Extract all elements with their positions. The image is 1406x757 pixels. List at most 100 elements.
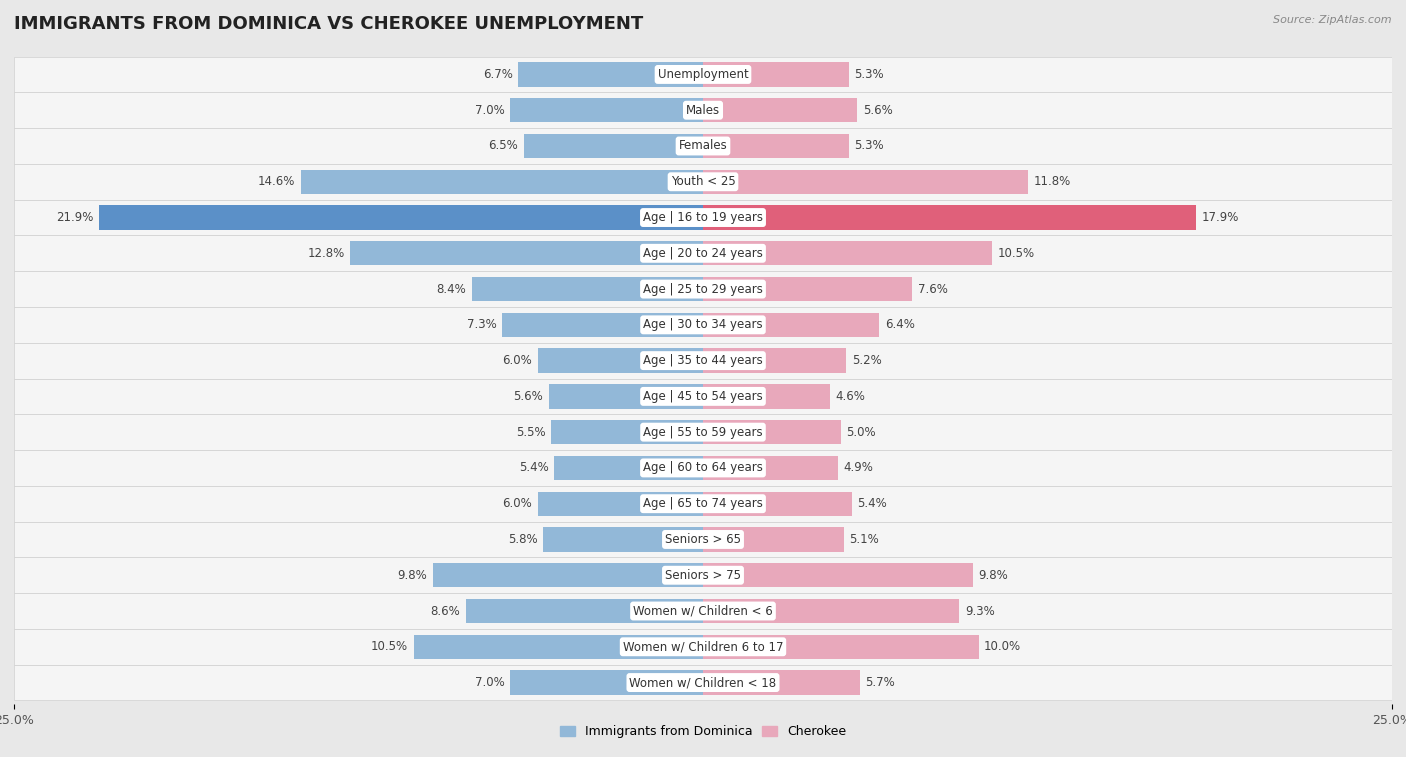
Bar — [471, 277, 703, 301]
Bar — [413, 634, 703, 659]
Text: 5.7%: 5.7% — [866, 676, 896, 689]
Text: 7.0%: 7.0% — [475, 676, 505, 689]
Text: 4.9%: 4.9% — [844, 462, 873, 475]
Bar — [703, 170, 1028, 194]
Text: Source: ZipAtlas.com: Source: ZipAtlas.com — [1274, 15, 1392, 25]
Text: 5.2%: 5.2% — [852, 354, 882, 367]
Bar — [554, 456, 703, 480]
Bar — [548, 385, 703, 409]
Text: 6.7%: 6.7% — [484, 68, 513, 81]
Bar — [703, 563, 973, 587]
Bar — [465, 599, 703, 623]
Bar — [703, 241, 993, 266]
Text: 5.0%: 5.0% — [846, 425, 876, 438]
Bar — [14, 235, 1392, 271]
Bar — [510, 98, 703, 123]
Text: 14.6%: 14.6% — [257, 176, 295, 188]
Bar — [14, 271, 1392, 307]
Text: Males: Males — [686, 104, 720, 117]
Text: 7.0%: 7.0% — [475, 104, 505, 117]
Bar — [703, 671, 860, 695]
Text: Age | 45 to 54 years: Age | 45 to 54 years — [643, 390, 763, 403]
Text: Females: Females — [679, 139, 727, 152]
Text: 6.4%: 6.4% — [884, 319, 915, 332]
Text: 8.4%: 8.4% — [436, 282, 465, 295]
Text: 5.8%: 5.8% — [508, 533, 537, 546]
Text: Age | 55 to 59 years: Age | 55 to 59 years — [643, 425, 763, 438]
Bar — [703, 599, 959, 623]
Text: Women w/ Children < 6: Women w/ Children < 6 — [633, 605, 773, 618]
Text: Seniors > 75: Seniors > 75 — [665, 569, 741, 581]
Text: 5.1%: 5.1% — [849, 533, 879, 546]
Text: Unemployment: Unemployment — [658, 68, 748, 81]
Bar — [543, 528, 703, 552]
Bar — [703, 313, 879, 337]
Bar — [433, 563, 703, 587]
Bar — [703, 98, 858, 123]
Text: 5.4%: 5.4% — [858, 497, 887, 510]
Text: 5.3%: 5.3% — [855, 139, 884, 152]
Bar — [301, 170, 703, 194]
Text: 10.5%: 10.5% — [371, 640, 408, 653]
Text: 6.0%: 6.0% — [502, 497, 531, 510]
Bar — [537, 348, 703, 372]
Bar — [14, 343, 1392, 378]
Text: Age | 25 to 29 years: Age | 25 to 29 years — [643, 282, 763, 295]
Bar — [703, 277, 912, 301]
Bar — [14, 164, 1392, 200]
Bar — [703, 385, 830, 409]
Text: Seniors > 65: Seniors > 65 — [665, 533, 741, 546]
Bar — [703, 420, 841, 444]
Bar — [537, 491, 703, 516]
Text: Age | 65 to 74 years: Age | 65 to 74 years — [643, 497, 763, 510]
Text: 17.9%: 17.9% — [1202, 211, 1239, 224]
Bar — [703, 634, 979, 659]
Text: 4.6%: 4.6% — [835, 390, 865, 403]
Text: Age | 35 to 44 years: Age | 35 to 44 years — [643, 354, 763, 367]
Legend: Immigrants from Dominica, Cherokee: Immigrants from Dominica, Cherokee — [554, 721, 852, 743]
Bar — [14, 57, 1392, 92]
Text: 11.8%: 11.8% — [1033, 176, 1071, 188]
Bar — [703, 134, 849, 158]
Bar — [14, 522, 1392, 557]
Text: Women w/ Children 6 to 17: Women w/ Children 6 to 17 — [623, 640, 783, 653]
Text: IMMIGRANTS FROM DOMINICA VS CHEROKEE UNEMPLOYMENT: IMMIGRANTS FROM DOMINICA VS CHEROKEE UNE… — [14, 15, 644, 33]
Text: 8.6%: 8.6% — [430, 605, 461, 618]
Bar — [14, 414, 1392, 450]
Bar — [14, 128, 1392, 164]
Bar — [14, 307, 1392, 343]
Bar — [14, 665, 1392, 700]
Text: 6.5%: 6.5% — [489, 139, 519, 152]
Bar — [350, 241, 703, 266]
Text: 7.6%: 7.6% — [918, 282, 948, 295]
Bar — [703, 348, 846, 372]
Text: 21.9%: 21.9% — [56, 211, 94, 224]
Text: 5.4%: 5.4% — [519, 462, 548, 475]
Text: 5.6%: 5.6% — [513, 390, 543, 403]
Text: 10.5%: 10.5% — [998, 247, 1035, 260]
Bar — [510, 671, 703, 695]
Text: Age | 30 to 34 years: Age | 30 to 34 years — [643, 319, 763, 332]
Bar — [14, 593, 1392, 629]
Bar — [524, 134, 703, 158]
Bar — [14, 450, 1392, 486]
Text: 10.0%: 10.0% — [984, 640, 1021, 653]
Bar — [519, 62, 703, 86]
Bar — [14, 200, 1392, 235]
Text: 5.5%: 5.5% — [516, 425, 546, 438]
Text: Youth < 25: Youth < 25 — [671, 176, 735, 188]
Text: 5.6%: 5.6% — [863, 104, 893, 117]
Text: Women w/ Children < 18: Women w/ Children < 18 — [630, 676, 776, 689]
Bar — [14, 92, 1392, 128]
Text: Age | 20 to 24 years: Age | 20 to 24 years — [643, 247, 763, 260]
Text: Age | 60 to 64 years: Age | 60 to 64 years — [643, 462, 763, 475]
Text: 5.3%: 5.3% — [855, 68, 884, 81]
Bar — [551, 420, 703, 444]
Bar — [14, 629, 1392, 665]
Bar — [14, 486, 1392, 522]
Bar — [502, 313, 703, 337]
Text: 9.3%: 9.3% — [965, 605, 994, 618]
Text: 9.8%: 9.8% — [398, 569, 427, 581]
Bar — [100, 205, 703, 229]
Bar — [14, 378, 1392, 414]
